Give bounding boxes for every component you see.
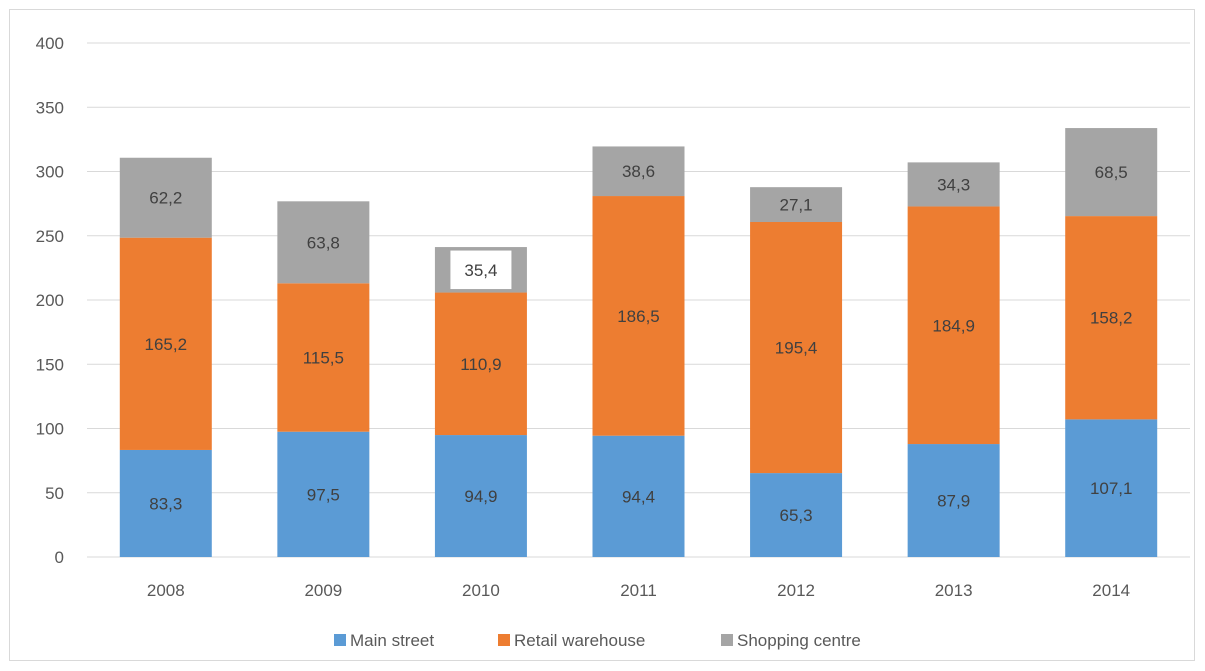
data-label-box — [449, 249, 513, 291]
data-label: 195,4 — [775, 339, 818, 358]
bars: 83,3 165,2 62,2 97,5 115,5 63,8 94,9 110,9 35,4 9… — [119, 128, 1158, 557]
data-label: 63,8 — [307, 233, 340, 252]
bar-segment — [592, 435, 685, 557]
x-axis: 2008 2009 2010 2011 2012 2013 2014 — [147, 581, 1130, 600]
y-axis: 0 50 100 150 200 250 300 350 400 — [36, 34, 64, 567]
bar-segment — [119, 237, 212, 450]
bar-segment — [592, 146, 685, 197]
x-tick-label: 2008 — [147, 581, 185, 600]
data-label: 38,6 — [622, 162, 655, 181]
bar-segment — [907, 206, 1000, 445]
data-label: 158,2 — [1090, 309, 1133, 328]
bar-segment — [907, 162, 1000, 207]
y-tick-label: 100 — [36, 420, 64, 439]
data-label: 165,2 — [145, 335, 188, 354]
data-label: 35,4 — [464, 261, 497, 280]
data-label: 186,5 — [617, 307, 660, 326]
bar-segment — [434, 292, 527, 436]
y-tick-label: 300 — [36, 163, 64, 182]
bar-segment — [1065, 128, 1158, 217]
data-label: 27,1 — [780, 196, 813, 215]
data-label: 184,9 — [932, 316, 975, 335]
y-tick-label: 350 — [36, 98, 64, 117]
bar-segment — [1065, 216, 1158, 420]
data-label: 87,9 — [937, 492, 970, 511]
data-label: 65,3 — [780, 506, 813, 525]
data-label: 115,5 — [303, 349, 344, 368]
bar-segment — [750, 473, 843, 557]
bar-segment — [750, 187, 843, 223]
legend-swatch — [721, 634, 733, 646]
y-tick-label: 400 — [36, 34, 64, 53]
legend-label: Shopping centre — [737, 631, 861, 650]
x-tick-label: 2009 — [304, 581, 342, 600]
x-tick-label: 2010 — [462, 581, 500, 600]
x-tick-label: 2013 — [935, 581, 973, 600]
bar-segment — [907, 444, 1000, 557]
data-label: 83,3 — [149, 494, 182, 513]
data-label: 94,4 — [622, 487, 655, 506]
bar-segment — [1065, 419, 1158, 557]
bar-segment — [277, 283, 370, 432]
legend: Main street Retail warehouse Shopping cent… — [334, 631, 861, 650]
bar-segment — [592, 196, 685, 436]
data-label: 34,3 — [937, 175, 970, 194]
legend-label: Retail warehouse — [514, 631, 645, 650]
data-label: 107,1 — [1090, 479, 1133, 498]
y-tick-label: 200 — [36, 291, 64, 310]
bar-segment — [434, 435, 527, 557]
bar-segment — [277, 201, 370, 284]
y-tick-label: 150 — [36, 355, 64, 374]
bar-segment — [119, 157, 212, 238]
legend-label: Main street — [350, 631, 434, 650]
y-tick-label: 0 — [55, 548, 64, 567]
data-label: 110,9 — [460, 355, 501, 374]
data-label: 97,5 — [307, 485, 340, 504]
bar-segment — [750, 222, 843, 474]
legend-swatch — [498, 634, 510, 646]
data-label: 94,9 — [464, 487, 497, 506]
x-tick-label: 2011 — [620, 581, 657, 600]
bar-segment — [119, 449, 212, 557]
legend-swatch — [334, 634, 346, 646]
bar-segment — [277, 431, 370, 557]
x-tick-label: 2014 — [1092, 581, 1130, 600]
y-tick-label: 50 — [45, 484, 64, 503]
data-label: 62,2 — [149, 189, 182, 208]
data-label: 68,5 — [1095, 163, 1128, 182]
x-tick-label: 2012 — [777, 581, 815, 600]
y-tick-label: 250 — [36, 227, 64, 246]
